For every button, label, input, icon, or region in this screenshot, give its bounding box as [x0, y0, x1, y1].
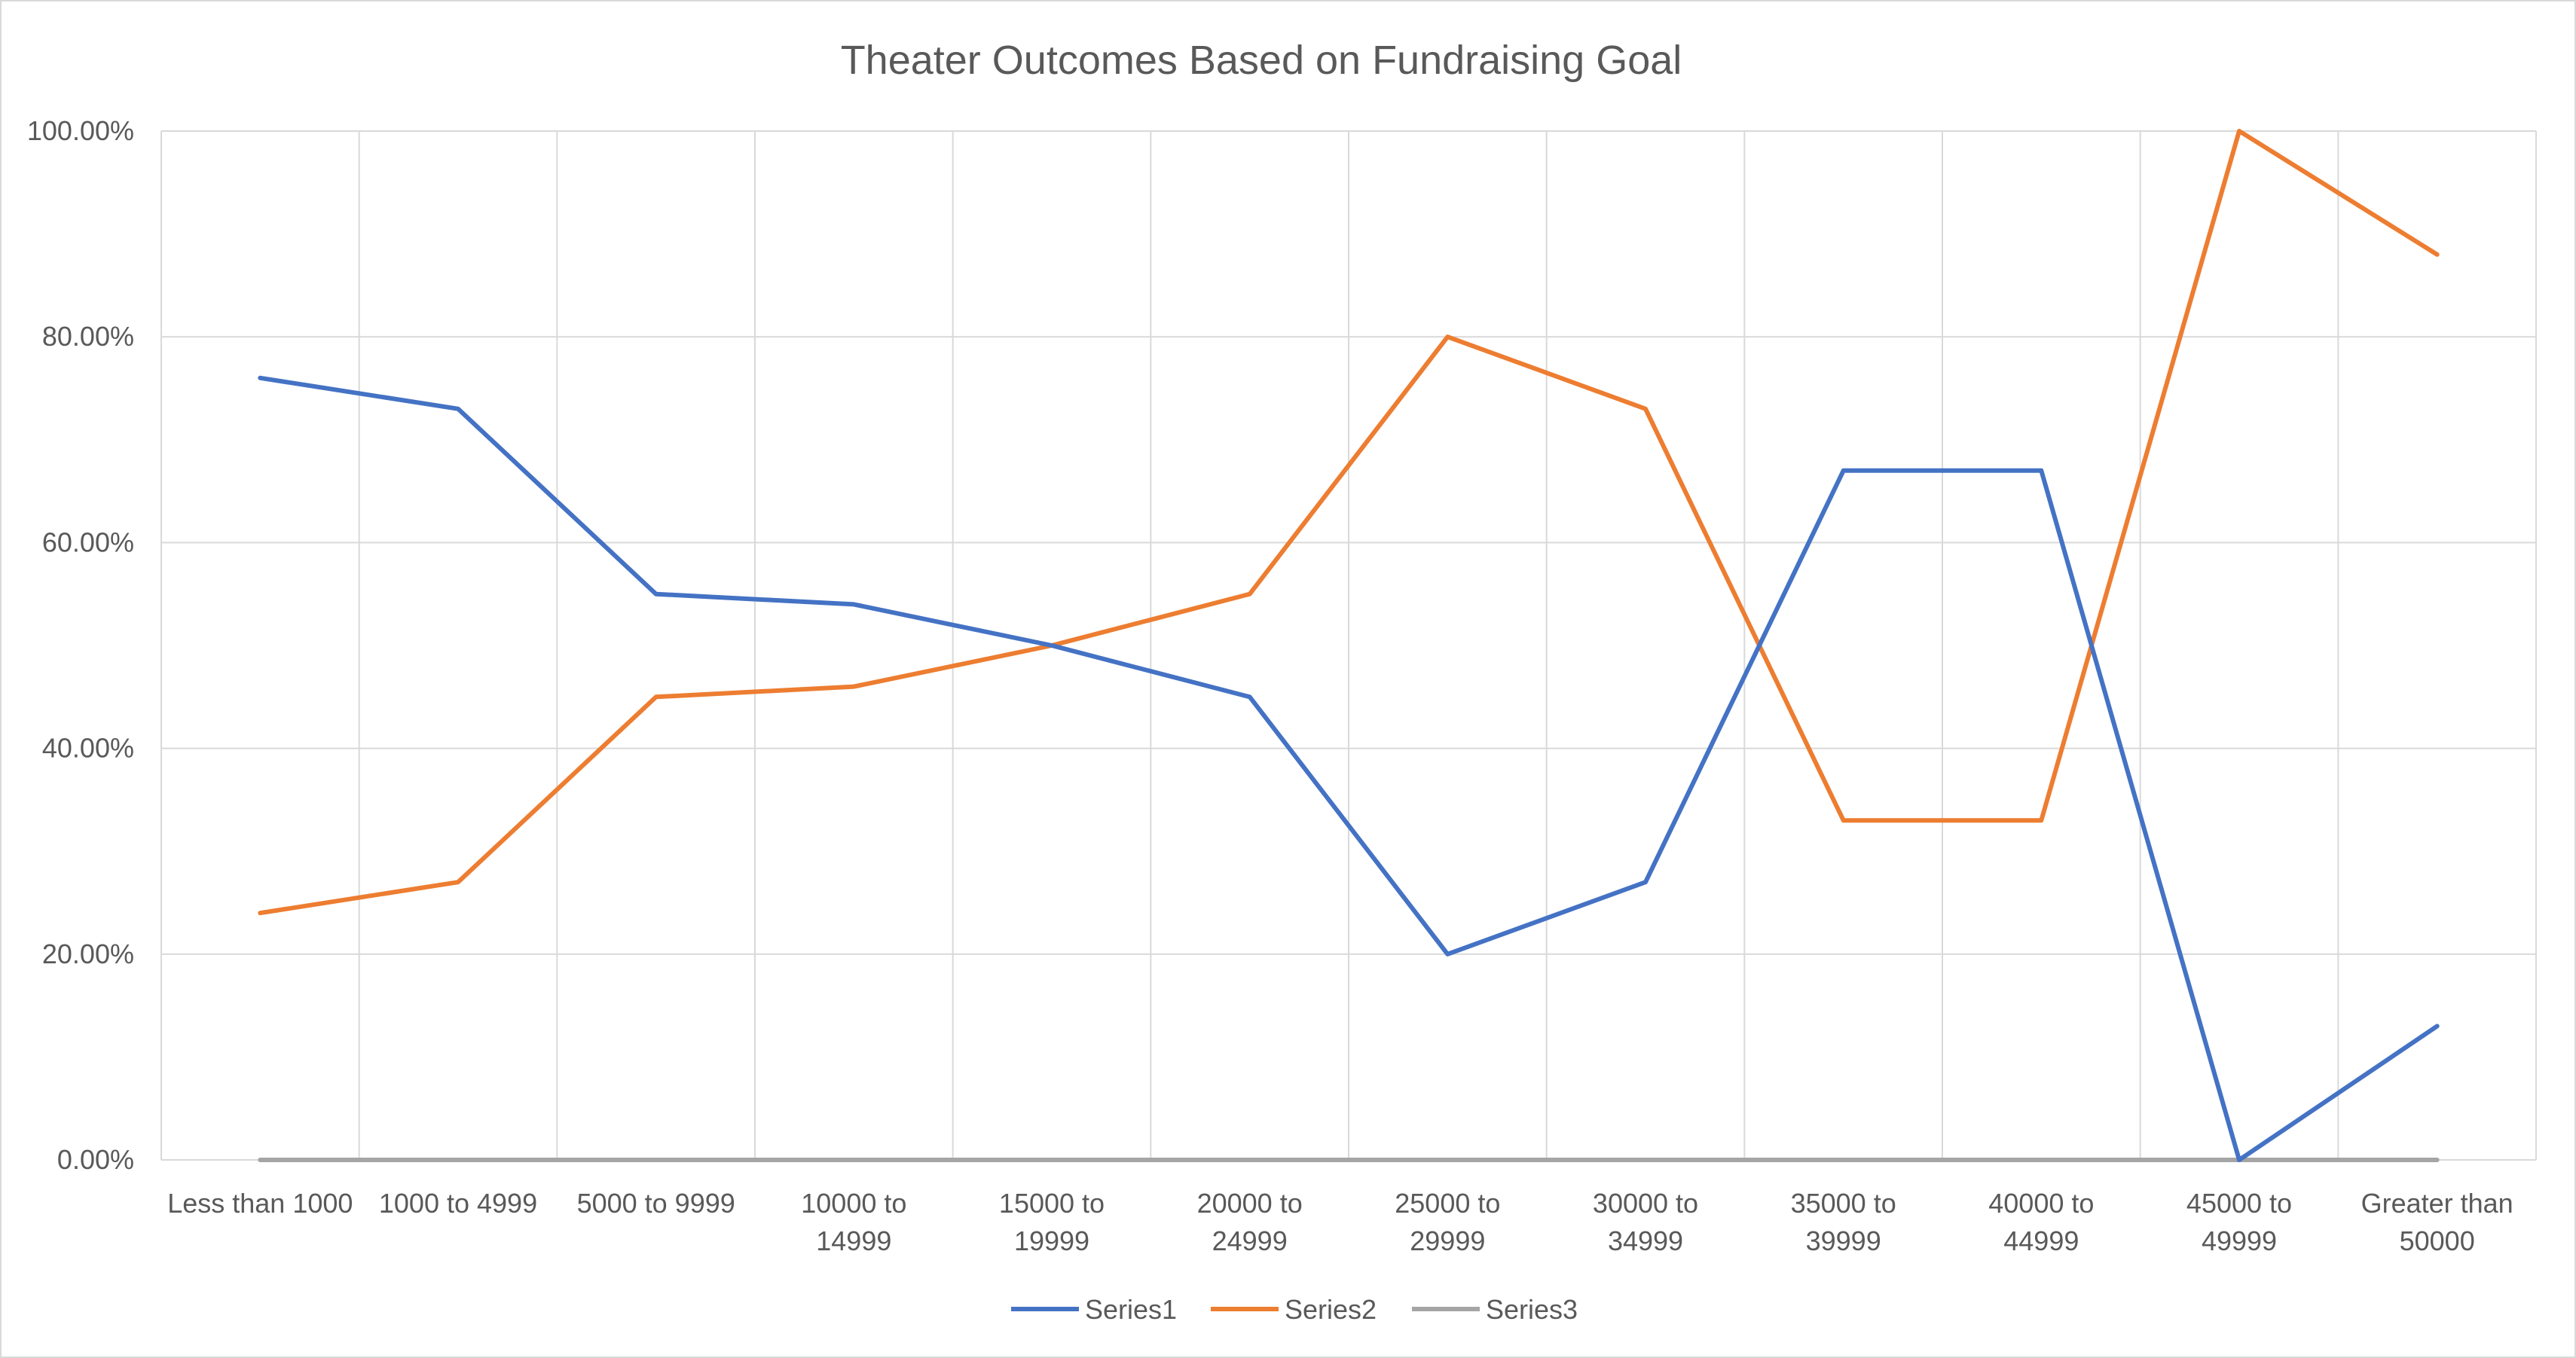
x-axis-tick-labels: Less than 1000 1000 to 4999 5000 to 9999 10… [167, 1188, 2513, 1256]
x-tick-label: Greater than 50000 [2361, 1188, 2513, 1256]
y-axis-tick-labels: 0.00% 20.00% 40.00% 60.00% 80.00% 100.00% [27, 115, 134, 1175]
x-tick-label: 10000 to 14999 [801, 1188, 906, 1256]
x-tick-label: 20000 to 24999 [1197, 1188, 1303, 1256]
x-tick-label: Less than 1000 [167, 1188, 353, 1219]
y-tick-label: 40.00% [42, 733, 134, 764]
legend-label-series2: Series2 [1285, 1294, 1377, 1325]
y-tick-label: 0.00% [57, 1144, 134, 1175]
chart-title: Theater Outcomes Based on Fundraising Go… [841, 38, 1682, 83]
legend-label-series1: Series1 [1085, 1294, 1177, 1325]
x-tick-label: 35000 to 39999 [1791, 1188, 1896, 1256]
y-tick-label: 100.00% [27, 115, 134, 146]
x-tick-label: 15000 to 19999 [999, 1188, 1105, 1256]
y-tick-label: 60.00% [42, 526, 134, 557]
x-tick-label: 25000 to 29999 [1395, 1188, 1500, 1256]
x-tick-label: 5000 to 9999 [577, 1188, 735, 1219]
series-lines [258, 129, 2440, 1162]
legend-label-series3: Series3 [1486, 1294, 1578, 1325]
y-tick-label: 80.00% [42, 321, 134, 352]
x-tick-label: 40000 to 44999 [1988, 1188, 2094, 1256]
x-tick-label: 30000 to 34999 [1593, 1188, 1698, 1256]
series-line-series2 [258, 129, 2440, 916]
x-tick-label: 1000 to 4999 [379, 1188, 537, 1219]
x-tick-label: 45000 to 49999 [2186, 1188, 2292, 1256]
gridlines [160, 130, 2537, 1161]
series-line-series1 [258, 375, 2440, 1162]
legend: Series1 Series2 Series3 [1011, 1294, 1578, 1325]
y-tick-label: 20.00% [42, 938, 134, 969]
